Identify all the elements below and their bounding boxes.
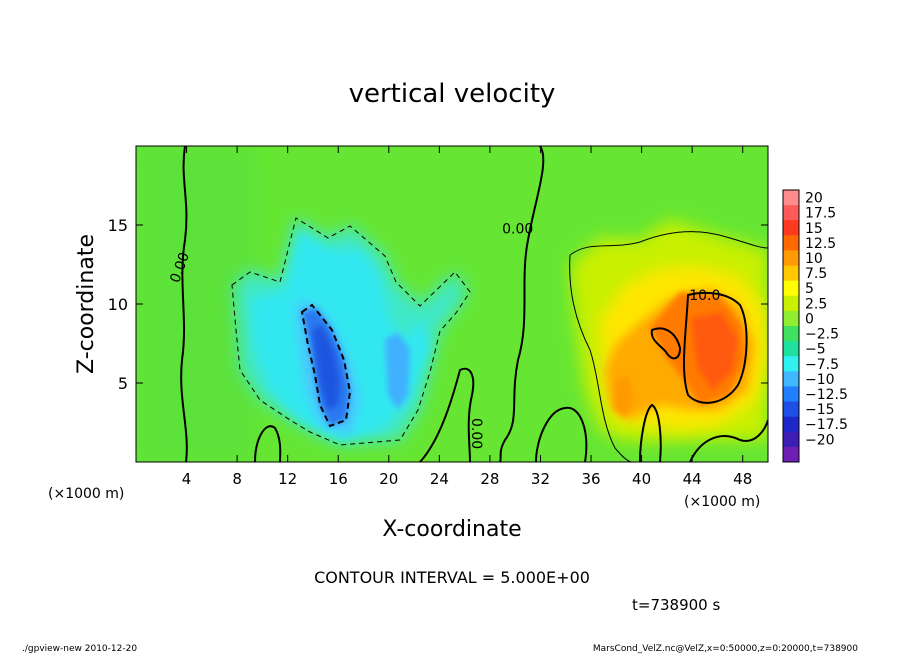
colorbar-swatch bbox=[783, 250, 799, 267]
x-tick-label: 28 bbox=[480, 470, 499, 488]
x-tick-label: 4 bbox=[182, 470, 192, 488]
y-axis-label: Z-coordinate bbox=[74, 234, 99, 374]
contour-five-right-lower bbox=[569, 254, 633, 462]
x-tick-label: 8 bbox=[232, 470, 242, 488]
y-tick-label: 5 bbox=[118, 374, 128, 393]
colorbar-swatch bbox=[783, 205, 799, 221]
contour-ten bbox=[682, 291, 748, 404]
updraft-secondary bbox=[614, 375, 634, 418]
colorbar-label: 12.5 bbox=[805, 236, 836, 252]
colorbar-swatch bbox=[783, 310, 799, 327]
colorbar-swatch bbox=[783, 295, 799, 312]
colorbar-label: 0 bbox=[805, 311, 814, 327]
x-tick-label: 20 bbox=[379, 470, 398, 488]
colorbar-label: −12.5 bbox=[805, 387, 848, 403]
colorbar-swatch bbox=[783, 190, 799, 206]
x-tick-label: 36 bbox=[581, 470, 600, 488]
colorbar-label: 15 bbox=[805, 221, 823, 237]
contour-ten-small bbox=[650, 327, 682, 360]
colorbar-swatch bbox=[783, 265, 799, 282]
x-tick-label: 24 bbox=[430, 470, 449, 488]
downdraft-core-deep bbox=[312, 325, 340, 410]
colorbar-swatch bbox=[783, 416, 799, 433]
colorbar-label: −5 bbox=[805, 342, 826, 358]
contour-zero-right bbox=[689, 419, 768, 462]
colorbar-swatch bbox=[783, 446, 799, 463]
x-unit-label: (×1000 m) bbox=[684, 494, 760, 510]
contour-zero-bump-1 bbox=[254, 425, 282, 462]
colorbar-label: −17.5 bbox=[805, 417, 848, 433]
footer-right: MarsCond_VelZ.nc@VelZ,x=0:50000,z=0:2000… bbox=[593, 644, 858, 654]
colorbar-swatch bbox=[783, 220, 799, 236]
contour-zero-bump-3 bbox=[639, 403, 662, 462]
contour-label: 0.00 bbox=[468, 418, 484, 449]
x-tick-label: 32 bbox=[531, 470, 550, 488]
colorbar-label: −15 bbox=[805, 402, 835, 418]
contour-zero-bump-2 bbox=[535, 406, 588, 462]
colorbar-label: 7.5 bbox=[805, 266, 827, 282]
x-tick-label: 16 bbox=[329, 470, 348, 488]
x-tick-label: 40 bbox=[632, 470, 651, 488]
colorbar-label: 20 bbox=[805, 191, 823, 207]
contour-minus-ten bbox=[300, 303, 352, 428]
colorbar-label: 2.5 bbox=[805, 296, 827, 312]
colorbar-swatch bbox=[783, 371, 799, 387]
x-tick-label: 12 bbox=[278, 470, 297, 488]
x-axis-label: X-coordinate bbox=[382, 517, 521, 542]
contour-zero-center bbox=[499, 146, 545, 462]
x-tick-label: 48 bbox=[733, 470, 752, 488]
updraft-core-deep bbox=[692, 312, 738, 390]
colorbar-swatch bbox=[783, 401, 799, 418]
colorbar: 2017.51512.5107.552.50−2.5−5−7.5−10−12.5… bbox=[782, 189, 848, 463]
colorbar-label: −10 bbox=[805, 372, 835, 388]
colorbar-swatch bbox=[783, 386, 799, 403]
colorbar-swatch bbox=[783, 356, 799, 372]
contour-minus-five bbox=[231, 217, 471, 446]
y-tick-label: 15 bbox=[108, 216, 128, 235]
contour-label: 10.0 bbox=[689, 288, 720, 304]
downdraft-secondary bbox=[385, 332, 410, 410]
time-text: t=738900 s bbox=[632, 596, 720, 614]
y-tick-label: 10 bbox=[108, 295, 128, 314]
colorbar-swatch bbox=[783, 431, 799, 448]
colorbar-label: −2.5 bbox=[805, 327, 839, 343]
downdraft-mid bbox=[250, 232, 430, 440]
contour-lines bbox=[180, 146, 768, 462]
contour-zero-lower bbox=[419, 367, 475, 462]
contour-interval-text: CONTOUR INTERVAL = 5.000E+00 bbox=[314, 568, 590, 587]
colorbar-swatch bbox=[783, 280, 799, 297]
colorbar-label: −20 bbox=[805, 432, 835, 448]
colorbar-label: 17.5 bbox=[805, 206, 836, 222]
contour-label: 0.00 bbox=[502, 222, 533, 238]
downdraft-region bbox=[234, 218, 468, 445]
contour-zero-left bbox=[180, 146, 188, 462]
heatmap-field bbox=[136, 146, 768, 462]
colorbar-swatch bbox=[783, 326, 799, 342]
colorbar-label: 5 bbox=[805, 281, 814, 297]
x-tick-label: 44 bbox=[683, 470, 702, 488]
colorbar-label: 10 bbox=[805, 251, 823, 267]
y-unit-label: (×1000 m) bbox=[48, 486, 124, 502]
contour-five-right bbox=[569, 231, 768, 256]
colorbar-swatch bbox=[783, 341, 799, 357]
colorbar-swatch bbox=[783, 235, 799, 251]
chart-title: vertical velocity bbox=[349, 79, 556, 109]
colorbar-frame bbox=[782, 189, 800, 463]
colorbar-label: −7.5 bbox=[805, 357, 839, 373]
footer-left: ./gpview-new 2010-12-20 bbox=[22, 644, 137, 654]
